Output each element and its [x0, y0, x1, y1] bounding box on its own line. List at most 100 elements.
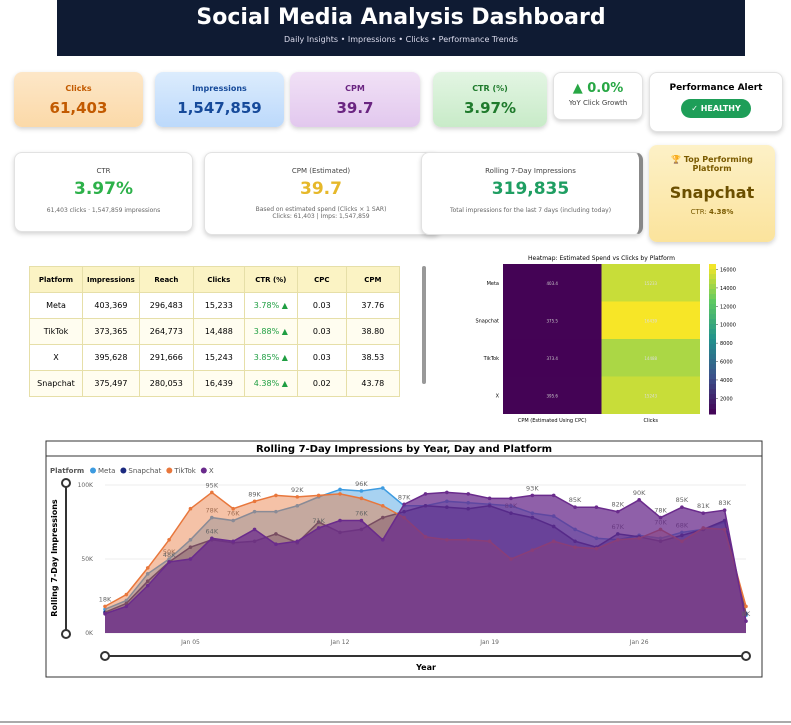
heatmap-cell [601, 376, 700, 414]
data-label: 78K [654, 507, 667, 515]
table-cell: 403,369 [82, 292, 140, 319]
colorbar-segment [709, 364, 716, 370]
table-row: Snapchat 375,497 280,053 16,439 4.38% ▲ 0.02 4… [29, 370, 400, 397]
point [380, 515, 385, 520]
info-card: Rolling 7-Day Impressions 319,835 Total im… [421, 152, 643, 235]
heatmap-cell [601, 339, 700, 377]
point [380, 486, 385, 490]
colorbar-label: 16000 [720, 268, 736, 274]
point [103, 611, 107, 616]
scrollbar [422, 266, 426, 384]
legend-label: TikTok [173, 467, 196, 475]
colorbar-segment [709, 384, 716, 390]
point [210, 515, 214, 520]
table-wrap: Platform Impressions Reach Clicks CTR (%) CPC… [29, 266, 400, 397]
colorbar-label: 12000 [720, 304, 736, 310]
point [274, 493, 278, 498]
data-label: 93K [526, 484, 539, 492]
point [103, 604, 107, 609]
point [124, 592, 129, 597]
point [551, 493, 556, 498]
data-label: 78K [206, 507, 219, 515]
colorbar-segment [709, 389, 716, 395]
legend-label: Snapchat [128, 467, 161, 475]
colorbar-segment [709, 339, 716, 345]
legend-marker [200, 467, 207, 474]
x-tick-label: Jan 26 [629, 639, 649, 646]
slider-handle[interactable] [61, 478, 71, 488]
legend-label: Meta [98, 467, 115, 475]
point [252, 499, 257, 504]
top-title: 🏆 Top Performing Platform [671, 155, 753, 173]
point [145, 583, 150, 588]
point [530, 493, 535, 498]
point [359, 496, 364, 501]
column-header: Reach [138, 266, 194, 293]
table-cell: 291,666 [138, 344, 194, 371]
card-value: 3.97% [74, 179, 133, 199]
heatmap-cell [503, 301, 602, 339]
point [295, 539, 300, 544]
slider-handle[interactable] [741, 651, 751, 661]
point [295, 495, 300, 499]
row-label: Snapchat [475, 318, 499, 324]
x-tick-label: Jan 12 [330, 639, 350, 646]
y-tick-label: 50K [81, 556, 94, 563]
point [594, 505, 599, 510]
point [423, 492, 428, 496]
data-label: 95K [206, 481, 219, 489]
colorbar-segment [709, 349, 716, 355]
point [210, 490, 214, 495]
column-header: Clicks [192, 266, 245, 293]
point [124, 598, 129, 603]
header: Social Media Analysis Dashboard Daily In… [57, 0, 745, 56]
data-label: 64K [206, 527, 219, 535]
table-cell: 375,497 [82, 370, 140, 397]
kpi-label: Clicks [65, 84, 92, 93]
data-label: 81K [697, 502, 710, 510]
point [445, 490, 449, 495]
card-value: 319,835 [491, 179, 570, 199]
card-value: 39.7 [300, 179, 342, 199]
kpi-label: CTR (%) [472, 84, 508, 93]
legend-marker [90, 467, 96, 474]
row-label: X [496, 393, 500, 399]
point [124, 604, 129, 609]
colorbar-segment [709, 284, 716, 290]
point [188, 557, 193, 561]
data-label: 82K [612, 501, 625, 509]
chart-title: Heatmap: Estimated Spend vs Clicks by Pl… [528, 255, 675, 262]
heatmap-cell [601, 301, 700, 339]
point [316, 520, 321, 524]
data-label: 85K [569, 496, 582, 504]
point [167, 557, 171, 561]
slider-handle[interactable] [61, 629, 71, 639]
point [274, 542, 278, 547]
colorbar-segment [709, 399, 716, 405]
header-row: Platform Impressions Reach Clicks CTR (%) CPC… [29, 266, 400, 293]
card-note: Total impressions for the last 7 days (i… [449, 207, 612, 214]
top-platform: Snapchat [669, 183, 755, 202]
top-ctr-label: CTR: [690, 208, 707, 216]
area [105, 492, 746, 633]
table-cell: 4.38% ▲ [243, 370, 298, 397]
point [145, 572, 150, 576]
table-cell: 16,439 [192, 370, 245, 397]
kpi-value: 1,547,859 [177, 99, 262, 117]
colorbar-label: 2000 [720, 396, 733, 402]
point [744, 619, 748, 623]
colorbar-label: 14000 [720, 286, 736, 292]
slider-handle[interactable] [100, 651, 110, 661]
point [167, 560, 171, 564]
colorbar-segment [709, 264, 716, 270]
colorbar-segment [709, 279, 716, 285]
point [509, 496, 513, 501]
colorbar-label: 6000 [720, 360, 733, 366]
colorbar-segment [709, 404, 716, 410]
data-label: 50K [163, 548, 176, 556]
title: Social Media Analysis Dashboard [196, 5, 606, 30]
colorbar-segment [709, 289, 716, 295]
column-label: Clicks [643, 418, 658, 424]
legend-marker [166, 467, 173, 474]
cell-label: 373.4 [547, 356, 559, 361]
